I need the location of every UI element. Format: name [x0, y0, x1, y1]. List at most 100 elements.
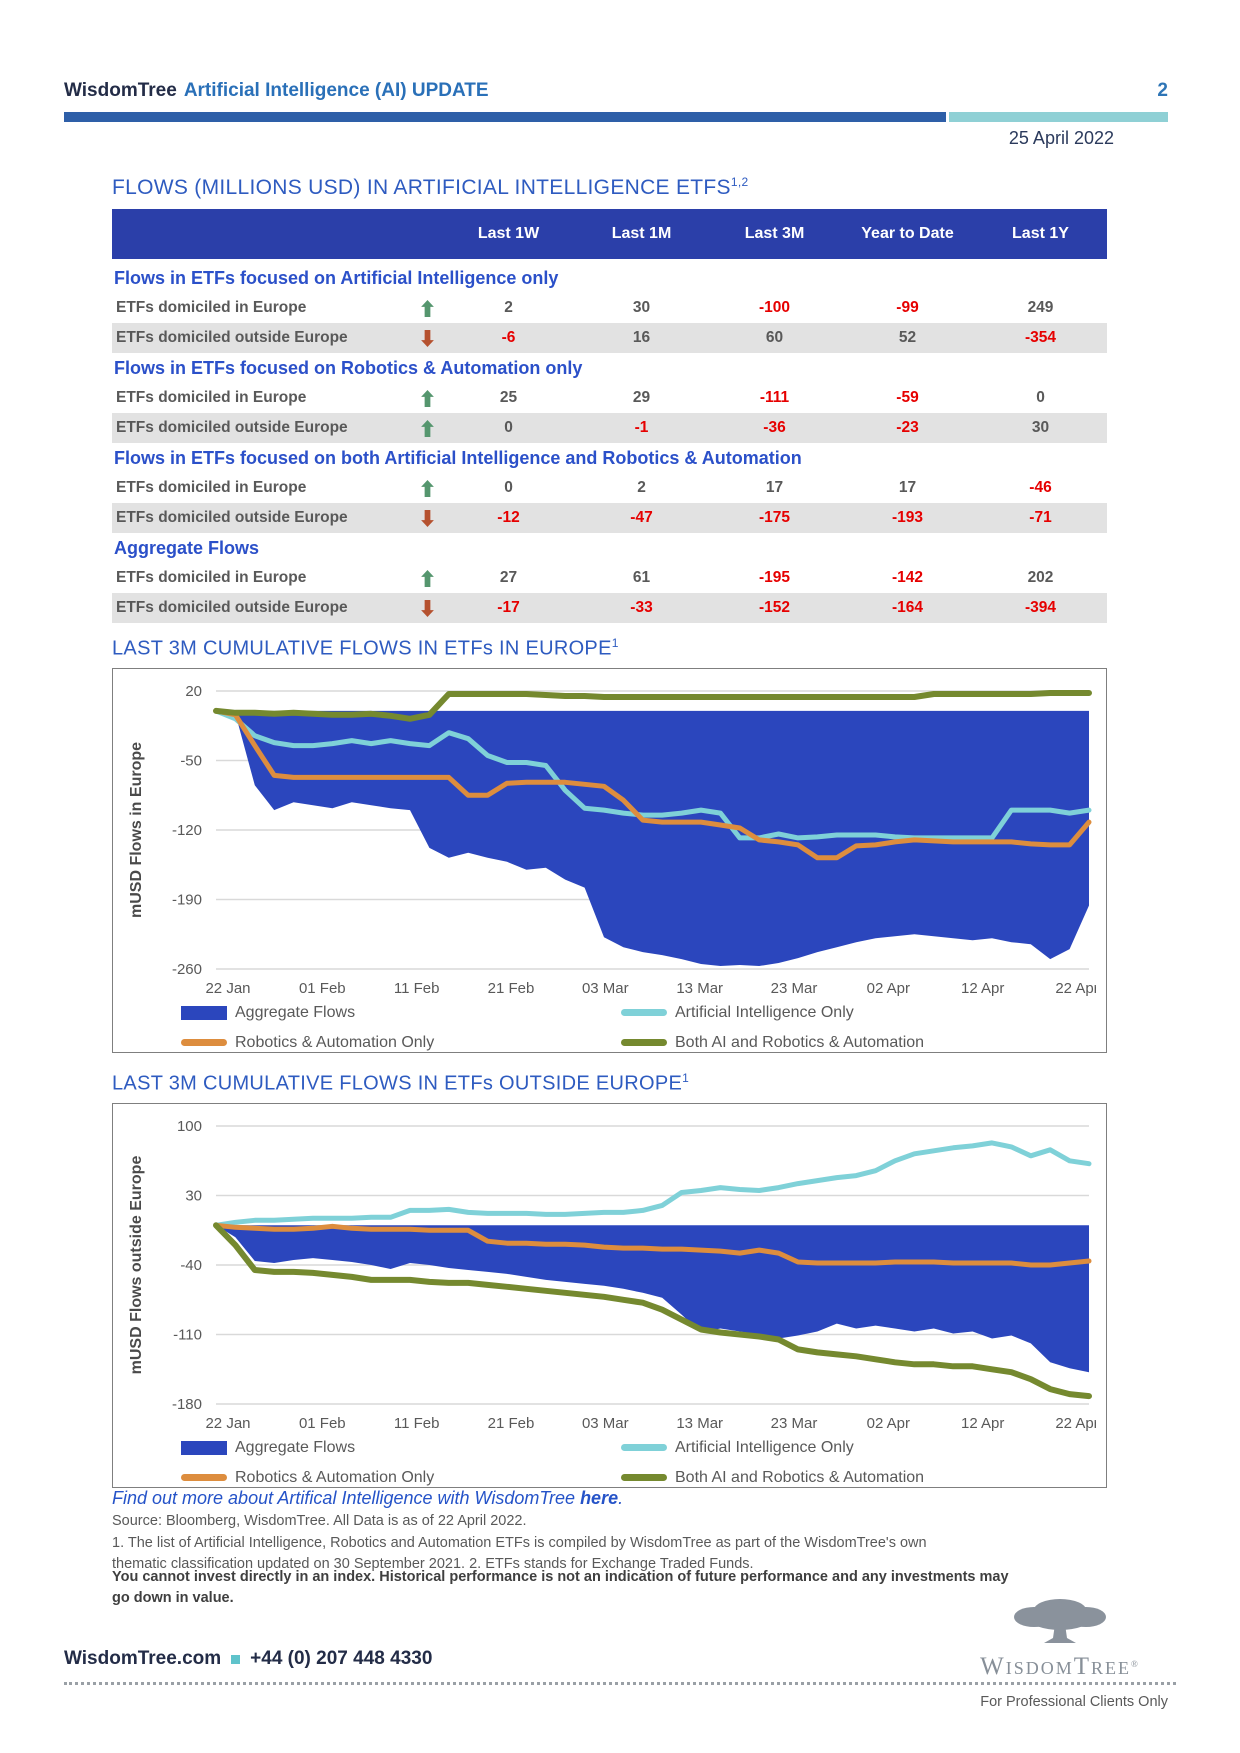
legend-item: Robotics & Automation Only	[181, 1033, 621, 1053]
svg-text:11 Feb: 11 Feb	[394, 1415, 440, 1432]
flow-value: -6	[501, 329, 516, 346]
legend-label: Aggregate Flows	[235, 1438, 356, 1456]
flow-value: -12	[497, 509, 520, 526]
svg-text:01 Feb: 01 Feb	[299, 1415, 346, 1432]
chart-legend: Aggregate Flows Artificial Intelligence O…	[121, 1003, 1098, 1053]
trend-arrow	[412, 329, 442, 347]
trend-arrow	[412, 569, 442, 587]
svg-text:mUSD Flows in Europe: mUSD Flows in Europe	[128, 742, 145, 918]
row-label: ETFs domiciled outside Europe	[116, 509, 348, 526]
down-arrow-icon	[420, 329, 434, 347]
legend-swatch-icon	[621, 1444, 667, 1452]
source-note: Source: Bloomberg, WisdomTree. All Data …	[112, 1513, 527, 1529]
legend-item: Both AI and Robotics & Automation	[621, 1468, 1098, 1488]
chart-plot: 100 30 -40 -110 -180 mUSD Flows outside Europ…	[128, 1118, 1096, 1432]
flow-value: -47	[630, 509, 653, 526]
flow-value: -100	[758, 299, 791, 316]
legend-label: Both AI and Robotics & Automation	[675, 1468, 925, 1486]
flow-value: 30	[1031, 419, 1050, 436]
up-arrow-icon	[420, 569, 434, 587]
flow-value: -23	[896, 419, 919, 436]
trend-arrow	[412, 509, 442, 527]
svg-text:-180: -180	[172, 1396, 202, 1413]
chart-europe-section: LAST 3M CUMULATIVE FLOWS IN ETFs IN EURO…	[112, 630, 1107, 1053]
svg-text:23 Mar: 23 Mar	[771, 980, 818, 997]
clients-tagline: For Professional Clients Only	[980, 1694, 1168, 1710]
svg-text:-120: -120	[172, 822, 202, 839]
phone-number: +44 (0) 207 448 4330	[250, 1648, 433, 1669]
flows-table-section: FLOWS (MILLIONS USD) IN ARTIFICIAL INTEL…	[112, 170, 1107, 623]
flow-value: -59	[896, 389, 919, 406]
down-arrow-icon	[420, 599, 434, 617]
flow-value: -46	[1029, 479, 1052, 496]
column-header: Last 1M	[611, 225, 672, 242]
svg-text:20: 20	[185, 683, 202, 700]
legend-item: Artificial Intelligence Only	[621, 1438, 1098, 1458]
flow-value: 52	[898, 329, 917, 346]
chart-legend: Aggregate Flows Artificial Intelligence O…	[121, 1438, 1098, 1488]
row-label: ETFs domiciled in Europe	[116, 479, 307, 496]
up-arrow-icon	[420, 479, 434, 497]
svg-text:-190: -190	[172, 891, 202, 908]
flow-value: 17	[898, 479, 917, 496]
page-title: Artificial Intelligence (AI) UPDATE	[183, 80, 489, 101]
flow-value: -354	[1024, 329, 1057, 346]
flow-value: 2	[504, 299, 513, 316]
table-row: ETFs domiciled in Europe 25 29 -111 -59 0	[112, 383, 1107, 413]
table-section-heading: Aggregate Flows	[114, 537, 260, 558]
table-row: ETFs domiciled outside Europe -6 16 60 52 -35…	[112, 323, 1107, 353]
tree-icon	[1014, 1599, 1106, 1643]
legend-item: Robotics & Automation Only	[181, 1468, 621, 1488]
legend-label: Artificial Intelligence Only	[675, 1438, 854, 1456]
legend-swatch-icon	[181, 1005, 227, 1020]
flow-value: 16	[632, 329, 651, 346]
legend-label: Robotics & Automation Only	[235, 1033, 435, 1051]
svg-text:03 Mar: 03 Mar	[582, 1415, 629, 1432]
legend-item: Both AI and Robotics & Automation	[621, 1033, 1098, 1053]
report-date: 25 April 2022	[1008, 128, 1114, 148]
table-row: ETFs domiciled in Europe 0 2 17 17 -46	[112, 473, 1107, 503]
svg-text:02 Apr: 02 Apr	[867, 1415, 910, 1432]
legend-swatch-icon	[621, 1009, 667, 1017]
svg-text:-40: -40	[180, 1257, 202, 1274]
header-bar-dark-segment	[64, 112, 946, 122]
chart-plot: 20 -50 -120 -190 -260 mUSD Flows in Europe 22 …	[128, 683, 1096, 997]
svg-text:22 Jan: 22 Jan	[205, 1415, 250, 1432]
svg-text:03 Mar: 03 Mar	[582, 980, 629, 997]
legend-swatch-icon	[621, 1474, 667, 1482]
trend-arrow	[412, 419, 442, 437]
legend-label: Robotics & Automation Only	[235, 1468, 435, 1486]
title-superscript: 1	[611, 636, 619, 650]
table-section-heading: Flows in ETFs focused on Artificial Inte…	[114, 267, 559, 288]
svg-text:23 Mar: 23 Mar	[771, 1415, 818, 1432]
svg-text:02 Apr: 02 Apr	[867, 980, 910, 997]
here-link[interactable]: here	[580, 1488, 619, 1508]
down-arrow-icon	[420, 509, 434, 527]
row-label: ETFs domiciled outside Europe	[116, 599, 348, 616]
flows-table-header: Last 1W Last 1M Last 3M Year to Date Last 1Y	[112, 209, 1107, 259]
wisdomtree-logo: WISDOMTREE®	[950, 1594, 1170, 1681]
svg-text:12 Apr: 12 Apr	[961, 980, 1004, 997]
row-label: ETFs domiciled in Europe	[116, 299, 307, 316]
flow-value: 249	[1027, 299, 1054, 316]
svg-text:01 Feb: 01 Feb	[299, 980, 346, 997]
row-label: ETFs domiciled outside Europe	[116, 329, 348, 346]
table-row: ETFs domiciled in Europe 2 30 -100 -99 249	[112, 293, 1107, 323]
svg-text:13 Mar: 13 Mar	[676, 1415, 723, 1432]
table-row: ETFs domiciled outside Europe 0 -1 -36 -23 30	[112, 413, 1107, 443]
svg-text:-260: -260	[172, 961, 202, 978]
trend-arrow	[412, 389, 442, 407]
footnote-1: 1. The list of Artificial Intelligence, …	[112, 1535, 927, 1572]
flow-value: -71	[1029, 509, 1052, 526]
table-row: ETFs domiciled in Europe 27 61 -195 -142 202	[112, 563, 1107, 593]
legend-label: Aggregate Flows	[235, 1003, 356, 1021]
table-row: ETFs domiciled outside Europe -12 -47 -175 -…	[112, 503, 1107, 533]
flow-value: -36	[763, 419, 786, 436]
svg-text:22 Jan: 22 Jan	[205, 980, 250, 997]
flow-value: -193	[891, 509, 924, 526]
website-link[interactable]: WisdomTree.com	[64, 1648, 222, 1669]
header: WisdomTree Artificial Intelligence (AI) U…	[64, 80, 1168, 102]
svg-text:12 Apr: 12 Apr	[961, 1415, 1004, 1432]
table-section-heading: Flows in ETFs focused on both Artificial…	[114, 447, 802, 468]
trend-arrow	[412, 599, 442, 617]
